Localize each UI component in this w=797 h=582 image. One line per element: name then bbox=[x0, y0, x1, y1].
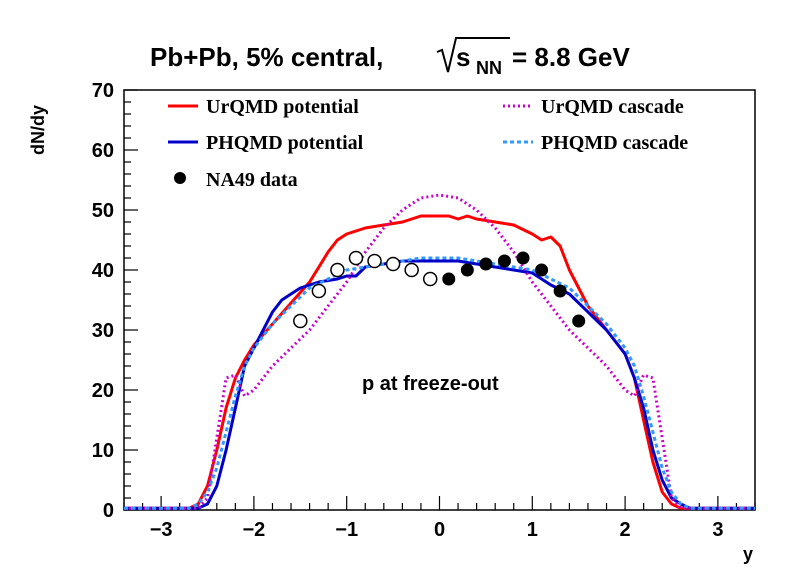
data-point-open bbox=[293, 313, 308, 329]
y-tick-label: 20 bbox=[92, 380, 114, 402]
x-tick-label: −1 bbox=[335, 519, 358, 541]
title-main: Pb+Pb, 5% central, bbox=[150, 42, 383, 72]
data-point-open bbox=[348, 250, 364, 266]
legend-label-phqmd-cascade: PHQMD cascade bbox=[541, 132, 688, 154]
x-tick-label: −2 bbox=[243, 519, 266, 541]
legend-label-na49-data: NA49 data bbox=[206, 169, 298, 191]
data-point-filled bbox=[553, 284, 567, 298]
na49-points bbox=[293, 250, 586, 329]
data-point-filled bbox=[572, 314, 586, 328]
data-point-filled bbox=[460, 263, 474, 277]
data-point-filled bbox=[479, 257, 493, 271]
data-point-filled bbox=[535, 263, 549, 277]
series-line-phqmd-cascade bbox=[124, 256, 755, 510]
series-line-phqmd-potential bbox=[124, 259, 755, 510]
data-point-open bbox=[367, 253, 382, 269]
data-point-filled bbox=[516, 251, 530, 265]
y-tick-label: 30 bbox=[92, 320, 114, 342]
y-tick-label: 40 bbox=[92, 260, 114, 282]
x-axis-label: y bbox=[743, 544, 753, 564]
data-point-filled bbox=[442, 272, 456, 286]
series-line-urqmd-cascade bbox=[124, 193, 755, 510]
y-tick-label: 0 bbox=[103, 500, 114, 522]
y-tick-label: 60 bbox=[92, 140, 114, 162]
annotation-freeze-out: p at freeze-out bbox=[362, 373, 499, 395]
legend-label-phqmd-potential: PHQMD potential bbox=[206, 132, 364, 154]
x-tick-label: 0 bbox=[434, 519, 445, 541]
axis-ticks bbox=[123, 89, 756, 511]
legend-swatch-na49-data bbox=[174, 172, 186, 184]
data-point-open bbox=[385, 256, 401, 272]
data-point-open bbox=[311, 283, 327, 299]
legend-label-urqmd-potential: UrQMD potential bbox=[206, 96, 359, 118]
y-tick-label: 10 bbox=[92, 440, 114, 462]
data-point-filled bbox=[497, 254, 511, 268]
legend: UrQMD potential PHQMD potential NA49 dat… bbox=[168, 96, 688, 191]
legend-label-urqmd-cascade: UrQMD cascade bbox=[541, 96, 684, 118]
x-tick-label: −3 bbox=[150, 519, 173, 541]
y-axis-label: dN/dy bbox=[28, 105, 48, 155]
sqrt-symbol bbox=[436, 37, 510, 73]
series-curves bbox=[124, 193, 755, 510]
data-point-open bbox=[422, 271, 438, 287]
data-point-open bbox=[404, 262, 419, 278]
title-sqrt-s: s bbox=[456, 42, 470, 72]
title-sqrt-sub: NN bbox=[476, 58, 502, 78]
x-tick-label: 3 bbox=[712, 519, 723, 541]
x-tick-label: 1 bbox=[527, 519, 538, 541]
chart-title: Pb+Pb, 5% central, s NN = 8.8 GeV bbox=[150, 37, 630, 78]
title-tail: = 8.8 GeV bbox=[512, 42, 630, 72]
x-tick-label: 2 bbox=[620, 519, 631, 541]
data-point-open bbox=[330, 262, 345, 278]
y-tick-label: 50 bbox=[92, 200, 114, 222]
y-tick-label: 70 bbox=[92, 80, 114, 102]
